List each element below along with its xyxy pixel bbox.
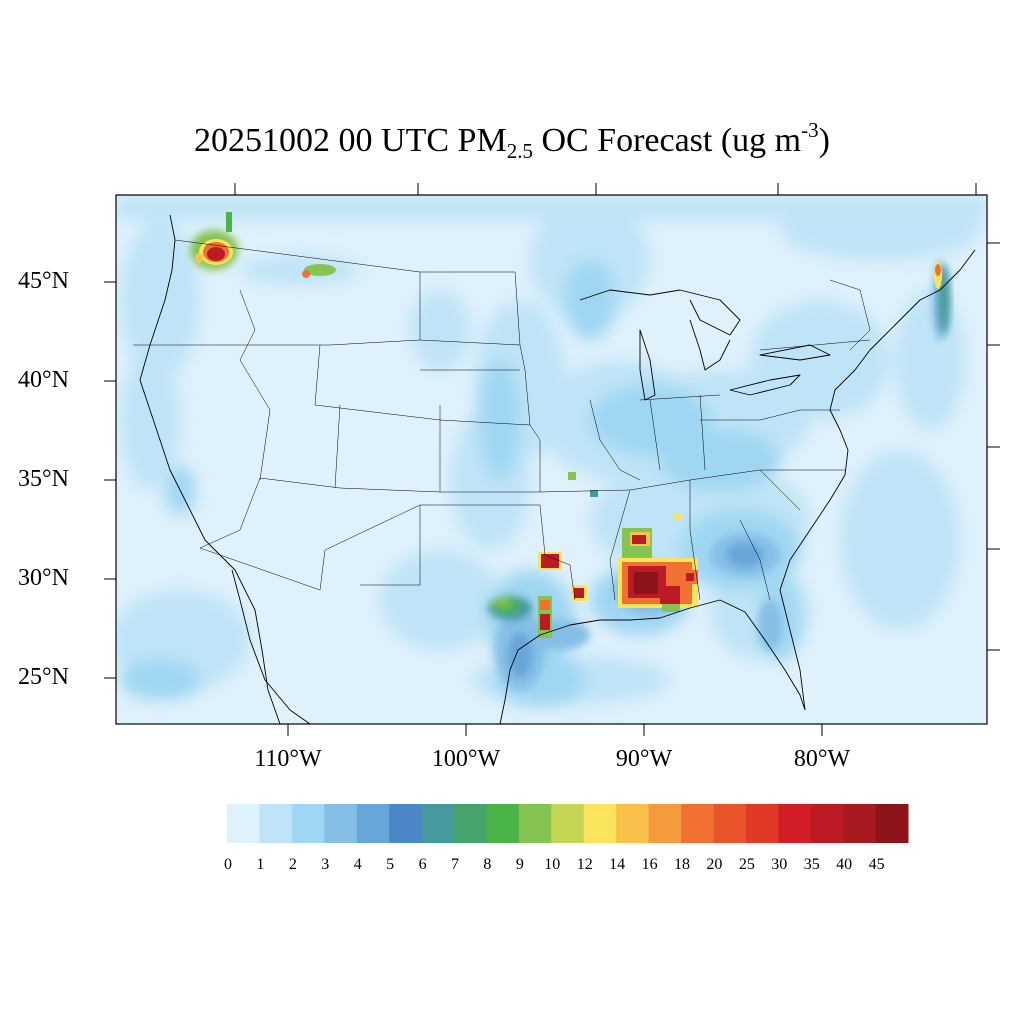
map-frame [115, 194, 988, 725]
colorbar-label-14: 18 [674, 856, 690, 873]
colorbar-swatch-14 [681, 804, 714, 843]
colorbar-label-19: 40 [836, 856, 853, 873]
colorbar-label-11: 12 [576, 856, 593, 873]
colorbar-label-9: 9 [515, 856, 524, 873]
colorbar-label-16: 25 [738, 856, 755, 873]
title-suffix: ) [818, 122, 830, 159]
colorbar-swatch-8 [486, 804, 520, 843]
colorbar-swatch-2 [291, 804, 325, 843]
colorbar-swatch-7 [454, 804, 487, 843]
colorbar-swatch-16 [745, 804, 779, 843]
colorbar-swatch-5 [389, 804, 423, 843]
title-middle: OC Forecast (ug m [532, 122, 802, 159]
title-prefix: 20251002 00 UTC PM [194, 122, 507, 159]
colorbar-label-8: 8 [483, 856, 492, 873]
colorbar-swatch-18 [810, 804, 844, 843]
lon-label-90: 90°W [615, 746, 673, 772]
colorbar-label-17: 30 [771, 856, 788, 873]
colorbar-label-2: 2 [288, 856, 297, 873]
colorbar-label-5: 5 [386, 856, 395, 873]
hotspot-east-texas [538, 552, 587, 638]
colorbar-label-20: 45 [868, 856, 885, 873]
colorbar-label-1: 1 [256, 856, 265, 873]
colorbar-label-3: 3 [321, 856, 330, 873]
hotspot-montana [302, 264, 336, 278]
colorbar-swatch-17 [778, 804, 812, 843]
colorbar-label-18: 35 [803, 856, 820, 873]
title-subscript: 2.5 [506, 139, 533, 163]
tick-marks [104, 183, 1000, 736]
colorbar-swatch-10 [551, 804, 585, 843]
lat-label-25: 25°N [18, 664, 69, 690]
colorbar-swatch-4 [356, 804, 390, 843]
map-title: 20251002 00 UTC PM2.5 OC Forecast (ug m-… [0, 118, 1024, 164]
colorbar-swatch-1 [259, 804, 293, 843]
lat-label-40: 40°N [18, 367, 69, 393]
colorbar-label-6: 6 [418, 856, 427, 873]
colorbar-swatch-13 [648, 804, 682, 843]
colorbar-label-13: 16 [641, 856, 658, 873]
colorbar-swatch-3 [324, 804, 358, 843]
colorbar-label-12: 14 [609, 856, 626, 873]
coastlines [139, 214, 976, 725]
colorbar-label-15: 20 [706, 856, 723, 873]
colorbar-swatch-6 [421, 804, 455, 843]
colorbar-label-0: 0 [224, 856, 232, 873]
lon-label-100: 100°W [431, 746, 501, 772]
lat-label-45: 45°N [18, 268, 69, 294]
hotspot-louisiana-mississippi [618, 528, 698, 612]
state-borders [133, 239, 871, 601]
hotspots-oklahoma [568, 472, 682, 519]
colorbar [227, 804, 909, 843]
texas-plume [488, 596, 532, 620]
colorbar-swatch-12 [616, 804, 650, 843]
colorbar-swatch-0 [227, 804, 260, 843]
colorbar-swatch-19 [843, 804, 877, 843]
lon-label-80: 80°W [793, 746, 851, 772]
colorbar-swatch-11 [583, 804, 617, 843]
colorbar-label-4: 4 [353, 856, 362, 873]
colorbar-swatch-9 [518, 804, 552, 843]
title-superscript: -3 [801, 118, 819, 142]
lat-label-30: 30°N [18, 565, 69, 591]
colorbar-label-7: 7 [451, 856, 459, 873]
level-4-areas [508, 543, 763, 677]
colorbar-swatch-15 [713, 804, 747, 843]
colorbar-label-10: 10 [544, 856, 561, 873]
colorbar-swatch-20 [875, 804, 909, 843]
hotspot-washington [190, 212, 238, 270]
lon-label-110: 110°W [254, 746, 322, 772]
lat-label-35: 35°N [18, 466, 69, 492]
